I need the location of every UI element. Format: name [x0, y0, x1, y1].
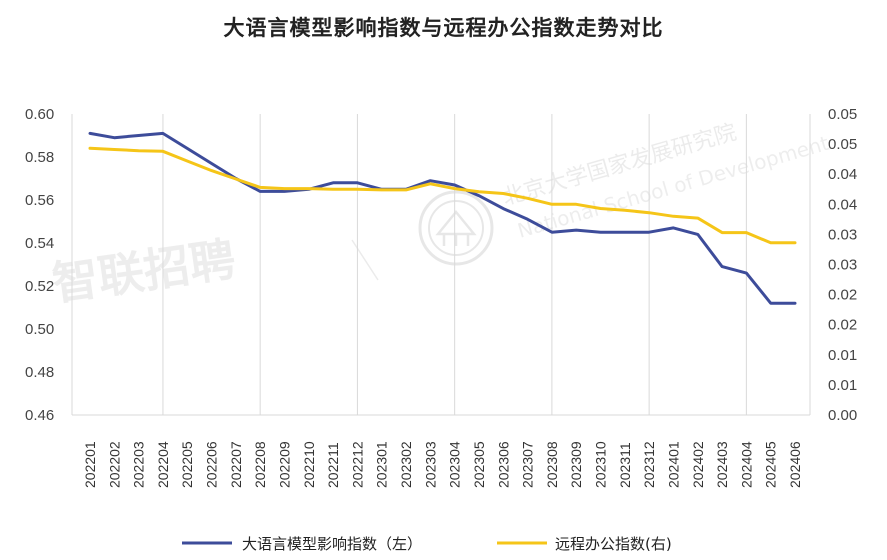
x-tick-label: 202207	[228, 441, 244, 488]
x-tick-label: 202202	[106, 441, 122, 488]
y-right-tick-label: 0.03	[828, 226, 857, 243]
watermark-divider	[351, 239, 379, 281]
y-left-tick-label: 0.52	[25, 278, 54, 295]
y-left-tick-label: 0.50	[25, 321, 54, 338]
x-tick-label: 202212	[349, 441, 365, 488]
x-tick-label: 202209	[276, 441, 292, 488]
x-tick-label: 202402	[690, 441, 706, 488]
remote-work-index-line	[88, 146, 797, 245]
x-tick-label: 202405	[763, 441, 779, 488]
x-tick-label: 202308	[544, 441, 560, 488]
y-right-tick-label: 0.04	[828, 166, 857, 183]
x-tick-label: 202203	[131, 441, 147, 488]
x-tick-label: 202204	[155, 441, 171, 488]
zhaopin-watermark: 智联招聘	[49, 232, 239, 311]
y-left-tick-label: 0.56	[25, 192, 54, 209]
x-tick-label: 202205	[179, 441, 195, 488]
x-tick-label: 202210	[301, 441, 317, 488]
x-tick-label: 202302	[398, 441, 414, 488]
x-tick-label: 202305	[471, 441, 487, 488]
grid-layer	[71, 114, 811, 416]
llm-impact-index-line	[88, 131, 797, 305]
x-tick-label: 202310	[593, 441, 609, 488]
pku-emblem-icon	[418, 190, 494, 266]
y-right-tick-label: 0.03	[828, 257, 857, 274]
y-left-tick-label: 0.54	[25, 235, 54, 252]
x-tick-label: 202304	[447, 441, 463, 488]
y-right-tick-label: 0.05	[828, 106, 857, 123]
x-tick-label: 202206	[204, 441, 220, 488]
watermark-layer: 智联招聘 北京大学国家发展研究院 National School of Deve…	[49, 120, 832, 311]
x-tick-label: 202208	[252, 441, 268, 488]
y-right-tick-label: 0.02	[828, 287, 857, 304]
x-tick-label: 202301	[374, 441, 390, 488]
x-tick-label: 202404	[738, 441, 754, 488]
y-left-tick-label: 0.48	[25, 364, 54, 381]
x-tick-label: 202201	[82, 441, 98, 488]
chart-title: 大语言模型影响指数与远程办公指数走势对比	[223, 16, 664, 40]
x-tick-label: 202309	[568, 441, 584, 488]
x-tick-label: 202312	[641, 441, 657, 488]
x-tick-label: 202211	[325, 442, 341, 488]
y-right-tick-label: 0.04	[828, 196, 857, 213]
x-tick-label: 202303	[422, 441, 438, 488]
legend-label: 大语言模型影响指数（左）	[242, 535, 422, 553]
x-tick-label: 202311	[617, 442, 633, 488]
x-tick-label: 202306	[495, 441, 511, 488]
y-left-tick-label: 0.58	[25, 149, 54, 166]
y-left-tick-label: 0.60	[25, 106, 54, 123]
y-right-tick-label: 0.01	[828, 347, 857, 364]
y-right-tick-label: 0.01	[828, 377, 857, 394]
x-tick-label: 202401	[665, 441, 681, 488]
x-tick-label: 202307	[520, 441, 536, 488]
y-right-tick-label: 0.02	[828, 317, 857, 334]
y-left-tick-label: 0.46	[25, 407, 54, 424]
x-tick-label: 202403	[714, 441, 730, 488]
series-layer	[88, 131, 797, 305]
y-right-tick-label: 0.05	[828, 136, 857, 153]
legend-label: 远程办公指数(右)	[555, 535, 672, 553]
y-right-tick-label: 0.00	[828, 407, 857, 424]
legend: 大语言模型影响指数（左） 远程办公指数(右)	[182, 535, 672, 553]
axis-layer: 0.60 0.58 0.56 0.54 0.52 0.50 0.48 0.46 0.05 0.05…	[25, 106, 857, 488]
x-tick-label: 202406	[787, 441, 803, 488]
